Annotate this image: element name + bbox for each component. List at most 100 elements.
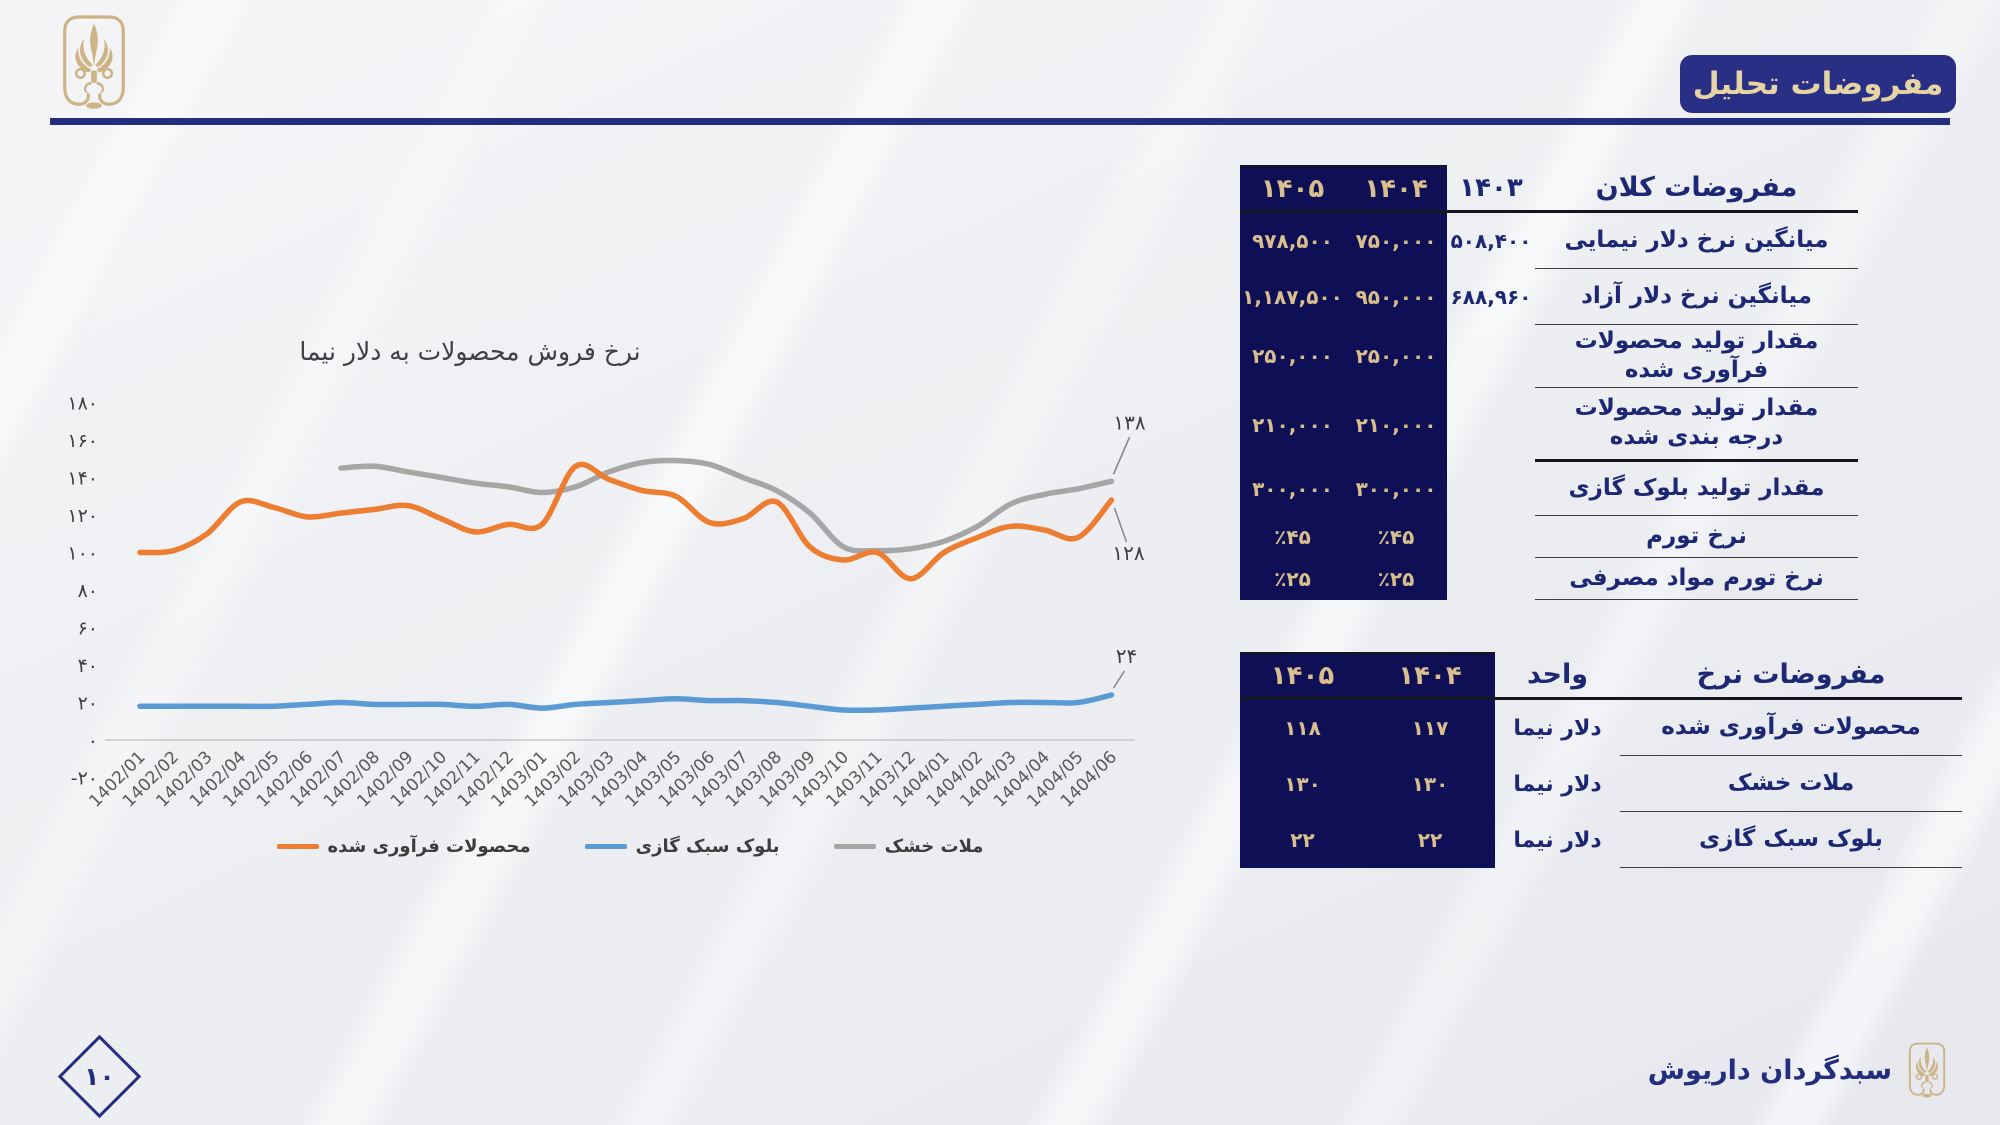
palmette-emblem-icon bbox=[1908, 1042, 1946, 1098]
macro-table-title: مفروضات کلان bbox=[1535, 165, 1858, 213]
macro-value-1403: ۶۸۸,۹۶۰ bbox=[1450, 285, 1532, 309]
rate-unit: دلار نیما bbox=[1513, 715, 1602, 741]
rate-value-1404: ۱۳۰ bbox=[1365, 756, 1495, 812]
macro-table-row: ۲۱۰,۰۰۰ ۲۱۰,۰۰۰ مقدار تولید محصولات درجه ب… bbox=[1240, 387, 1858, 462]
macro-value-1404: ٪۲۵ bbox=[1345, 557, 1447, 600]
macro-table-row: ٪۴۵ ٪۴۵ نرخ تورم bbox=[1240, 515, 1858, 558]
y-axis-tick-label: ۶۰ bbox=[78, 618, 98, 640]
y-axis-tick-label: ۱۲۰ bbox=[67, 505, 98, 527]
header-divider-rule bbox=[50, 118, 1950, 125]
legend-label: ملات خشک bbox=[884, 836, 984, 857]
rate-table-header-row: ۱۴۰۵ ۱۴۰۴ واحد مفروضات نرخ bbox=[1240, 652, 1962, 700]
slide-title-badge: مفروضات تحلیل bbox=[1680, 55, 1956, 113]
macro-col-header-1404: ۱۴۰۴ bbox=[1345, 165, 1447, 213]
rate-table-title: مفروضات نرخ bbox=[1620, 652, 1962, 700]
legend-line-swatch bbox=[584, 844, 627, 849]
rate-col-header-1404: ۱۴۰۴ bbox=[1365, 652, 1495, 700]
legend-item: بلوک سبک گازی bbox=[584, 836, 780, 857]
macro-value-1405: ۲۱۰,۰۰۰ bbox=[1240, 387, 1345, 462]
y-axis-tick-label: ۱۴۰ bbox=[67, 468, 98, 490]
slide-title: مفروضات تحلیل bbox=[1692, 66, 1944, 102]
rate-col-header-unit: واحد bbox=[1495, 652, 1620, 700]
rate-row-label: ملات خشک bbox=[1620, 756, 1962, 812]
rate-row-label: محصولات فرآوری شده bbox=[1620, 700, 1962, 756]
macro-row-label: نرخ تورم مواد مصرفی bbox=[1535, 558, 1858, 600]
macro-value-1405: ٪۲۵ bbox=[1240, 557, 1345, 600]
rate-table-row: ۱۱۸ ۱۱۷ دلار نیما محصولات فرآوری شده bbox=[1240, 700, 1962, 756]
macro-value-1405: ۱,۱۸۷,۵۰۰ bbox=[1240, 269, 1345, 325]
legend-line-swatch bbox=[276, 844, 319, 849]
macro-value-1403 bbox=[1447, 516, 1535, 558]
macro-value-1404: ۷۵۰,۰۰۰ bbox=[1345, 213, 1447, 269]
macro-value-1403 bbox=[1447, 388, 1535, 462]
y-axis-tick-label: ۰ bbox=[88, 730, 98, 752]
macro-table-row: ۳۰۰,۰۰۰ ۳۰۰,۰۰۰ مقدار تولید بلوک گازی bbox=[1240, 461, 1858, 516]
macro-assumptions-table: ۱۴۰۵ ۱۴۰۴ ۱۴۰۳ مفروضات کلان ۹۷۸,۵۰۰ ۷۵۰,۰۰۰ ۵۰… bbox=[1240, 165, 1858, 600]
series-end-value-label: ۲۴ bbox=[1116, 644, 1137, 668]
y-axis-tick-label: ۲۰ bbox=[78, 693, 98, 715]
macro-table-row: ۹۷۸,۵۰۰ ۷۵۰,۰۰۰ ۵۰۸,۴۰۰ میانگین نرخ دلار نی… bbox=[1240, 213, 1858, 269]
y-axis-tick-label: ۱۰۰ bbox=[67, 543, 98, 565]
macro-value-1403 bbox=[1447, 462, 1535, 516]
rate-assumptions-table: ۱۴۰۵ ۱۴۰۴ واحد مفروضات نرخ ۱۱۸ ۱۱۷ دلار نیما مح… bbox=[1240, 652, 1962, 868]
brand-logo bbox=[58, 12, 130, 112]
macro-row-label: مقدار تولید محصولات درجه بندی شده bbox=[1535, 388, 1858, 462]
chart-title: نرخ فروش محصولات به دلار نیما bbox=[299, 337, 640, 367]
series-end-value-label: ۱۳۸ bbox=[1113, 410, 1145, 434]
palmette-emblem-icon bbox=[63, 15, 125, 109]
macro-row-label: میانگین نرخ دلار نیمایی bbox=[1535, 213, 1858, 269]
macro-value-1405: ٪۴۵ bbox=[1240, 515, 1345, 558]
legend-label: بلوک سبک گازی bbox=[635, 836, 780, 857]
macro-value-1404: ۲۵۰,۰۰۰ bbox=[1345, 325, 1447, 388]
macro-value-1403: ۵۰۸,۴۰۰ bbox=[1450, 229, 1532, 253]
macro-table-row: ٪۲۵ ٪۲۵ نرخ تورم مواد مصرفی bbox=[1240, 557, 1858, 600]
macro-value-1403 bbox=[1447, 558, 1535, 600]
rate-value-1404: ۱۱۷ bbox=[1365, 700, 1495, 756]
end-label-leader bbox=[1112, 670, 1126, 689]
brand-logo-small bbox=[1906, 1040, 1948, 1100]
macro-value-1404: ۳۰۰,۰۰۰ bbox=[1345, 461, 1447, 516]
end-label-leader bbox=[1113, 507, 1128, 543]
macro-table-row: ۱,۱۸۷,۵۰۰ ۹۵۰,۰۰۰ ۶۸۸,۹۶۰ میانگین نرخ دلار … bbox=[1240, 269, 1858, 325]
macro-value-1405: ۳۰۰,۰۰۰ bbox=[1240, 461, 1345, 516]
macro-col-header-1403: ۱۴۰۳ bbox=[1447, 165, 1535, 213]
macro-row-label: مقدار تولید بلوک گازی bbox=[1535, 462, 1858, 516]
y-axis-tick-label: ۴۰ bbox=[78, 655, 98, 677]
y-axis-tick-label: -۲۰ bbox=[71, 768, 98, 790]
rate-value-1405: ۱۳۰ bbox=[1240, 756, 1365, 812]
footer-brand-name: سبدگردان داریوش bbox=[1647, 1054, 1892, 1086]
end-label-leader bbox=[1112, 436, 1131, 475]
rate-table-row: ۲۲ ۲۲ دلار نیما بلوک سبک گازی bbox=[1240, 812, 1962, 868]
macro-col-header-1405: ۱۴۰۵ bbox=[1240, 165, 1345, 213]
macro-row-label: مقدار تولید محصولات فرآوری شده bbox=[1535, 325, 1858, 388]
macro-table-row: ۲۵۰,۰۰۰ ۲۵۰,۰۰۰ مقدار تولید محصولات فرآوری… bbox=[1240, 325, 1858, 388]
rate-unit: دلار نیما bbox=[1513, 771, 1602, 797]
y-axis-tick-label: ۱۶۰ bbox=[67, 430, 98, 452]
macro-value-1405: ۹۷۸,۵۰۰ bbox=[1240, 213, 1345, 269]
y-axis-tick-label: ۸۰ bbox=[78, 580, 98, 602]
rate-unit: دلار نیما bbox=[1513, 827, 1602, 853]
legend-item: ملات خشک bbox=[833, 836, 984, 857]
rate-col-header-1405: ۱۴۰۵ bbox=[1240, 652, 1365, 700]
macro-table-header-row: ۱۴۰۵ ۱۴۰۴ ۱۴۰۳ مفروضات کلان bbox=[1240, 165, 1858, 213]
macro-value-1405: ۲۵۰,۰۰۰ bbox=[1240, 325, 1345, 388]
rate-row-label: بلوک سبک گازی bbox=[1620, 812, 1962, 868]
legend-label: محصولات فرآوری شده bbox=[327, 836, 531, 857]
footer-brand-block: سبدگردان داریوش bbox=[1648, 1038, 1948, 1102]
rate-value-1405: ۱۱۸ bbox=[1240, 700, 1365, 756]
y-axis-tick-label: ۱۸۰ bbox=[67, 393, 98, 415]
series-end-value-label: ۱۲۸ bbox=[1112, 541, 1144, 565]
series-line-2 bbox=[338, 457, 1115, 554]
macro-value-1404: ۲۱۰,۰۰۰ bbox=[1345, 387, 1447, 462]
legend-line-swatch bbox=[833, 844, 876, 849]
rate-value-1405: ۲۲ bbox=[1240, 812, 1365, 868]
series-line-0 bbox=[137, 461, 1115, 582]
chart-legend: محصولات فرآوری شده بلوک سبک گازی ملات خشک bbox=[160, 836, 1100, 857]
macro-value-1403 bbox=[1447, 325, 1535, 388]
macro-value-1404: ٪۴۵ bbox=[1345, 515, 1447, 558]
macro-value-1404: ۹۵۰,۰۰۰ bbox=[1345, 269, 1447, 325]
macro-row-label: میانگین نرخ دلار آزاد bbox=[1535, 269, 1858, 325]
rate-value-1404: ۲۲ bbox=[1365, 812, 1495, 868]
